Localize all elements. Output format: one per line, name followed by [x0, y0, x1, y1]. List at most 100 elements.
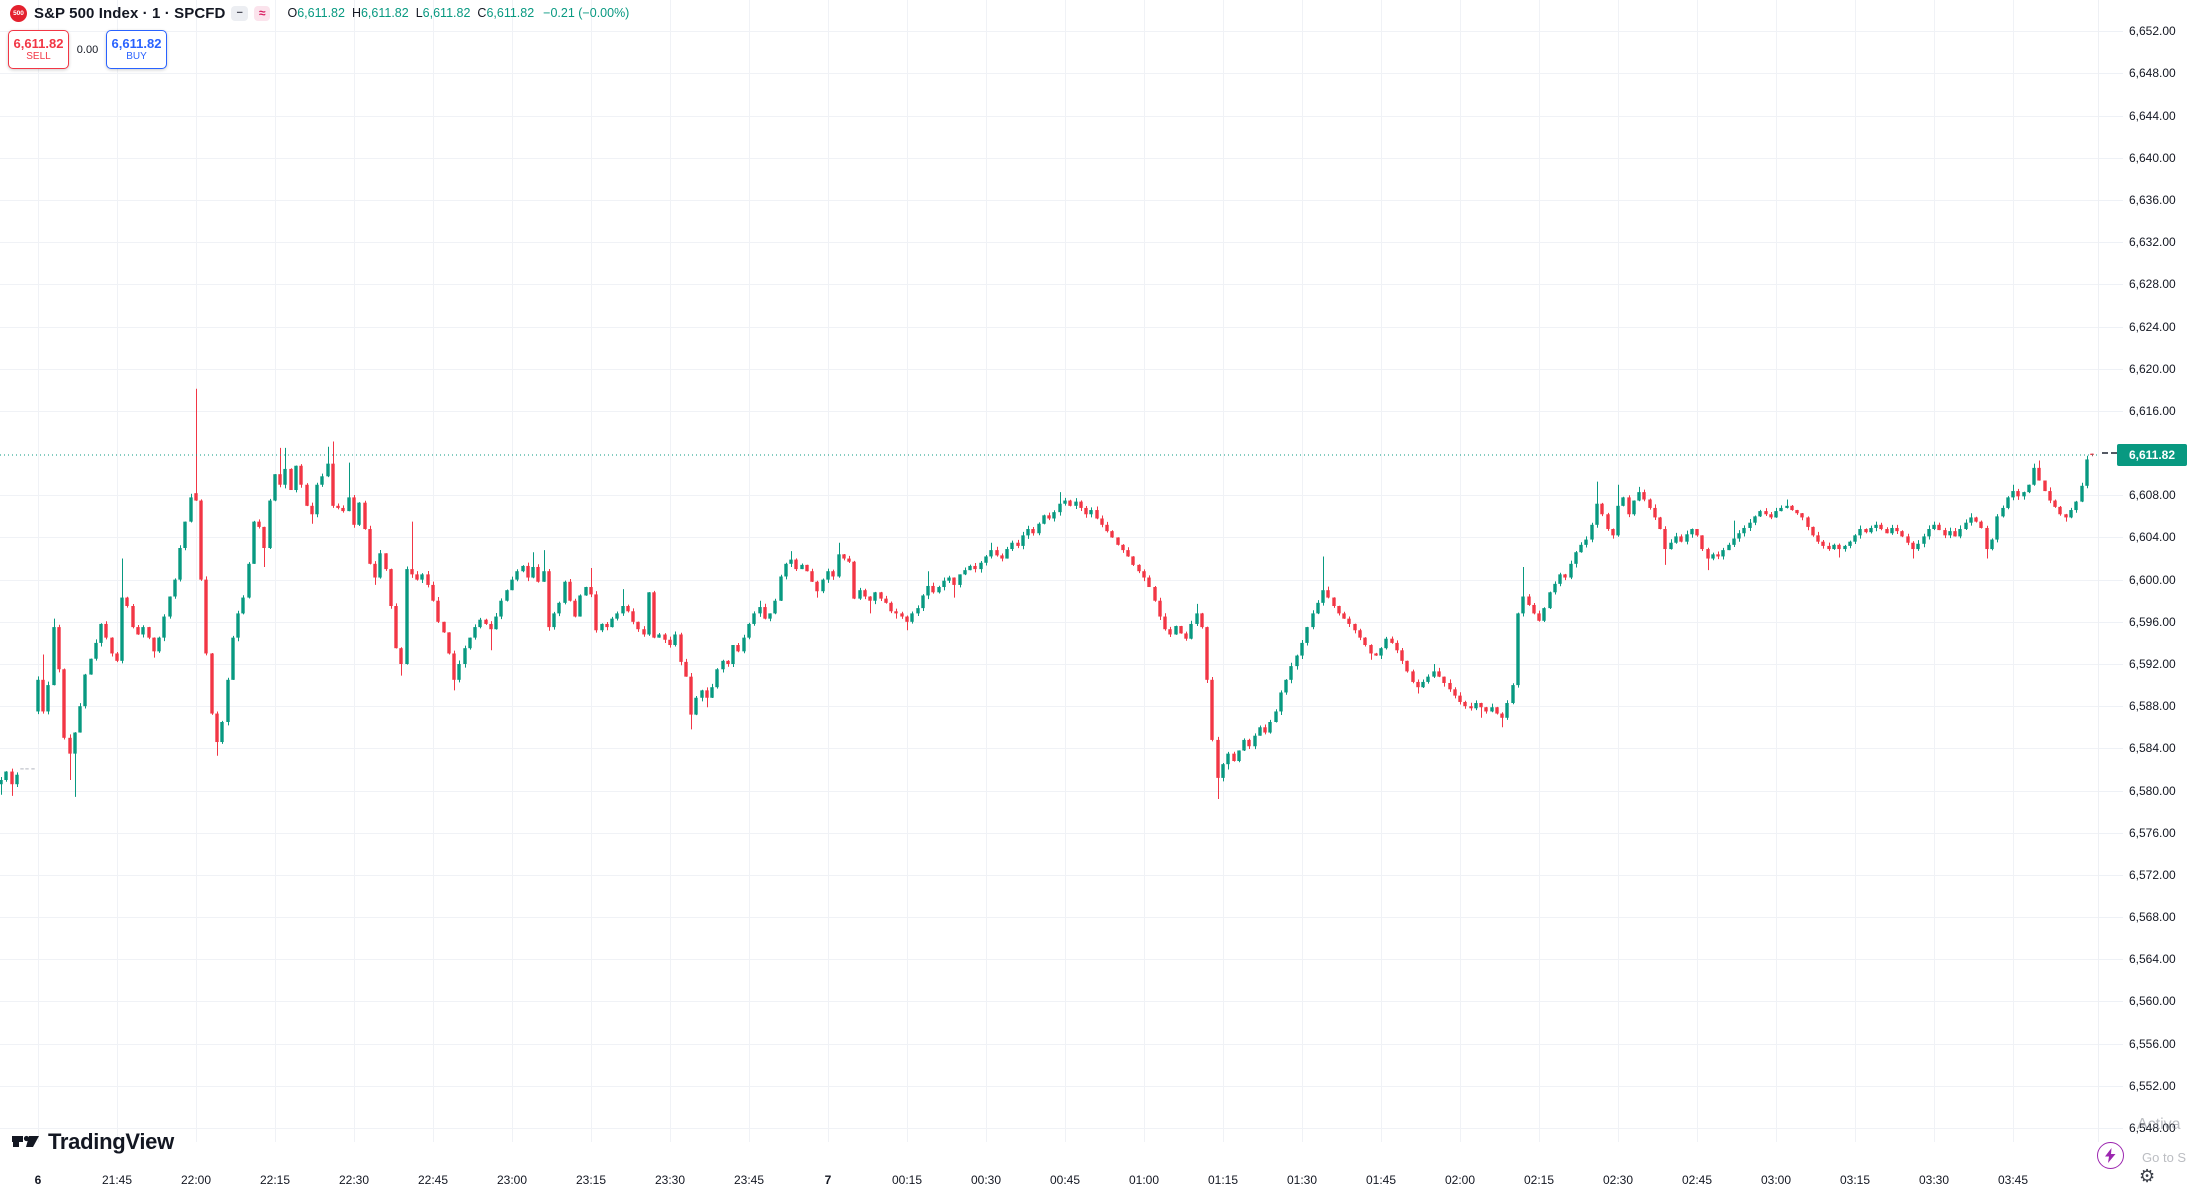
price-tick-stub: [2099, 73, 2123, 74]
price-tick-label: 6,568.00: [2129, 910, 2176, 924]
price-tick-stub: [2099, 1128, 2123, 1129]
price-axis[interactable]: 6,611.82 6,652.00 6,648.00 6,644.00 6,640.0…: [2098, 0, 2187, 1142]
price-tick-label: 6,644.00: [2129, 109, 2176, 123]
sell-button[interactable]: 6,611.82 SELL: [8, 30, 69, 69]
price-tick-label: 6,620.00: [2129, 362, 2176, 376]
price-tick-stub: [2099, 242, 2123, 243]
time-tick-label: 23:45: [733, 1173, 765, 1187]
tradingview-logo[interactable]: TradingView: [12, 1129, 174, 1155]
current-candle-dash: [2102, 452, 2108, 454]
price-tick-label: 6,572.00: [2129, 868, 2176, 882]
time-tick-label: 21:45: [101, 1173, 133, 1187]
low-label: L: [415, 6, 423, 20]
time-tick-label: 02:45: [1681, 1173, 1713, 1187]
price-tick-stub: [2099, 664, 2123, 665]
price-tick-label: 6,576.00: [2129, 826, 2176, 840]
price-tick-label: 6,592.00: [2129, 657, 2176, 671]
time-tick-label: 23:30: [654, 1173, 686, 1187]
time-tick-label: 03:45: [1997, 1173, 2029, 1187]
price-tick-stub: [2099, 495, 2123, 496]
price-tick-label: 6,600.00: [2129, 573, 2176, 587]
price-tick-stub: [2099, 31, 2123, 32]
time-tick-label: 03:30: [1918, 1173, 1950, 1187]
price-tick-label: 6,560.00: [2129, 994, 2176, 1008]
price-tick-label: 6,624.00: [2129, 320, 2176, 334]
price-tick-label: 6,552.00: [2129, 1079, 2176, 1093]
time-tick-label: 02:15: [1523, 1173, 1555, 1187]
price-tick-stub: [2099, 116, 2123, 117]
open-value: 6,611.82: [297, 6, 345, 20]
price-tick-label: 6,636.00: [2129, 193, 2176, 207]
sell-label: SELL: [26, 50, 51, 62]
time-tick-label: 01:15: [1207, 1173, 1239, 1187]
time-axis[interactable]: 6 21:45 22:00 22:15 22:30 22:45 23:00 23:15 23:3…: [0, 1142, 2187, 1195]
price-tick-label: 6,596.00: [2129, 615, 2176, 629]
approx-flag-icon: ≈: [253, 5, 271, 21]
price-tick-stub: [2099, 158, 2123, 159]
price-tick-label: 6,556.00: [2129, 1037, 2176, 1051]
price-tick-label: 6,648.00: [2129, 66, 2176, 80]
day-tick-label: 6: [34, 1173, 42, 1187]
time-tick-label: 03:15: [1839, 1173, 1871, 1187]
price-tick-stub: [2099, 748, 2123, 749]
price-tick-label: 6,616.00: [2129, 404, 2176, 418]
price-tick-label: 6,588.00: [2129, 699, 2176, 713]
settings-gear-button[interactable]: ⚙: [2139, 1166, 2156, 1186]
price-tick-label: 6,584.00: [2129, 741, 2176, 755]
price-tick-label: 6,632.00: [2129, 235, 2176, 249]
time-tick-label: 01:45: [1365, 1173, 1397, 1187]
high-value: 6,611.82: [360, 6, 409, 20]
day-tick-label: 7: [824, 1173, 832, 1187]
price-tick-stub: [2099, 917, 2123, 918]
price-tick-stub: [2099, 284, 2123, 285]
price-tick-stub: [2099, 959, 2123, 960]
price-tick-label: 6,608.00: [2129, 488, 2176, 502]
high-label: H: [351, 6, 361, 20]
lightning-icon: [2105, 1148, 2116, 1163]
close-value: 6,611.82: [486, 6, 535, 20]
symbol-title[interactable]: S&P 500 Index · 1 · SPCFD: [34, 4, 226, 22]
open-label: O: [287, 6, 298, 20]
close-label: C: [477, 6, 487, 20]
price-tick-label: 6,640.00: [2129, 151, 2176, 165]
price-tick-stub: [2099, 1001, 2123, 1002]
price-tick-stub: [2099, 1086, 2123, 1087]
time-tick-label: 02:00: [1444, 1173, 1476, 1187]
time-tick-label: 00:45: [1049, 1173, 1081, 1187]
price-tick-label: 6,580.00: [2129, 784, 2176, 798]
price-tick-stub: [2099, 833, 2123, 834]
buy-button[interactable]: 6,611.82 BUY: [106, 30, 167, 69]
price-tick-label: 6,604.00: [2129, 530, 2176, 544]
time-tick-label: 03:00: [1760, 1173, 1792, 1187]
minus-flag-icon: −: [231, 5, 248, 21]
symbol-legend: 500 S&P 500 Index · 1 · SPCFD − ≈ O 6,611…: [10, 3, 629, 23]
time-tick-label: 22:45: [417, 1173, 449, 1187]
price-tick-stub: [2099, 706, 2123, 707]
time-tick-label: 00:30: [970, 1173, 1002, 1187]
ohlc-readout: O 6,611.82 H 6,611.82 L 6,611.82 C 6,611.82 …: [280, 6, 629, 20]
time-tick-label: 22:15: [259, 1173, 291, 1187]
price-tick-stub: [2099, 411, 2123, 412]
current-candle-dash: [2111, 452, 2117, 454]
spread-value: 0.00: [76, 43, 99, 56]
instant-order-lightning-button[interactable]: [2097, 1142, 2124, 1169]
price-tick-label: 6,564.00: [2129, 952, 2176, 966]
go-to-settings-watermark: Go to S: [2142, 1150, 2187, 1165]
price-tick-stub: [2099, 580, 2123, 581]
price-tick-stub: [2099, 1044, 2123, 1045]
time-tick-label: 01:30: [1286, 1173, 1318, 1187]
tradingview-logo-icon: [12, 1135, 39, 1147]
price-tick-label: 6,652.00: [2129, 24, 2176, 38]
price-tick-stub: [2099, 327, 2123, 328]
candlestick-chart[interactable]: [0, 0, 2098, 1142]
change-value: −0.21 (−0.00%): [543, 6, 630, 20]
activate-windows-watermark: Activa: [2137, 1116, 2181, 1133]
time-tick-label: 22:30: [338, 1173, 370, 1187]
price-tick-stub: [2099, 875, 2123, 876]
time-tick-label: 23:15: [575, 1173, 607, 1187]
price-tick-stub: [2099, 622, 2123, 623]
price-tick-stub: [2099, 791, 2123, 792]
time-tick-label: 22:00: [180, 1173, 212, 1187]
time-tick-label: 02:30: [1602, 1173, 1634, 1187]
sell-price: 6,611.82: [13, 35, 64, 51]
